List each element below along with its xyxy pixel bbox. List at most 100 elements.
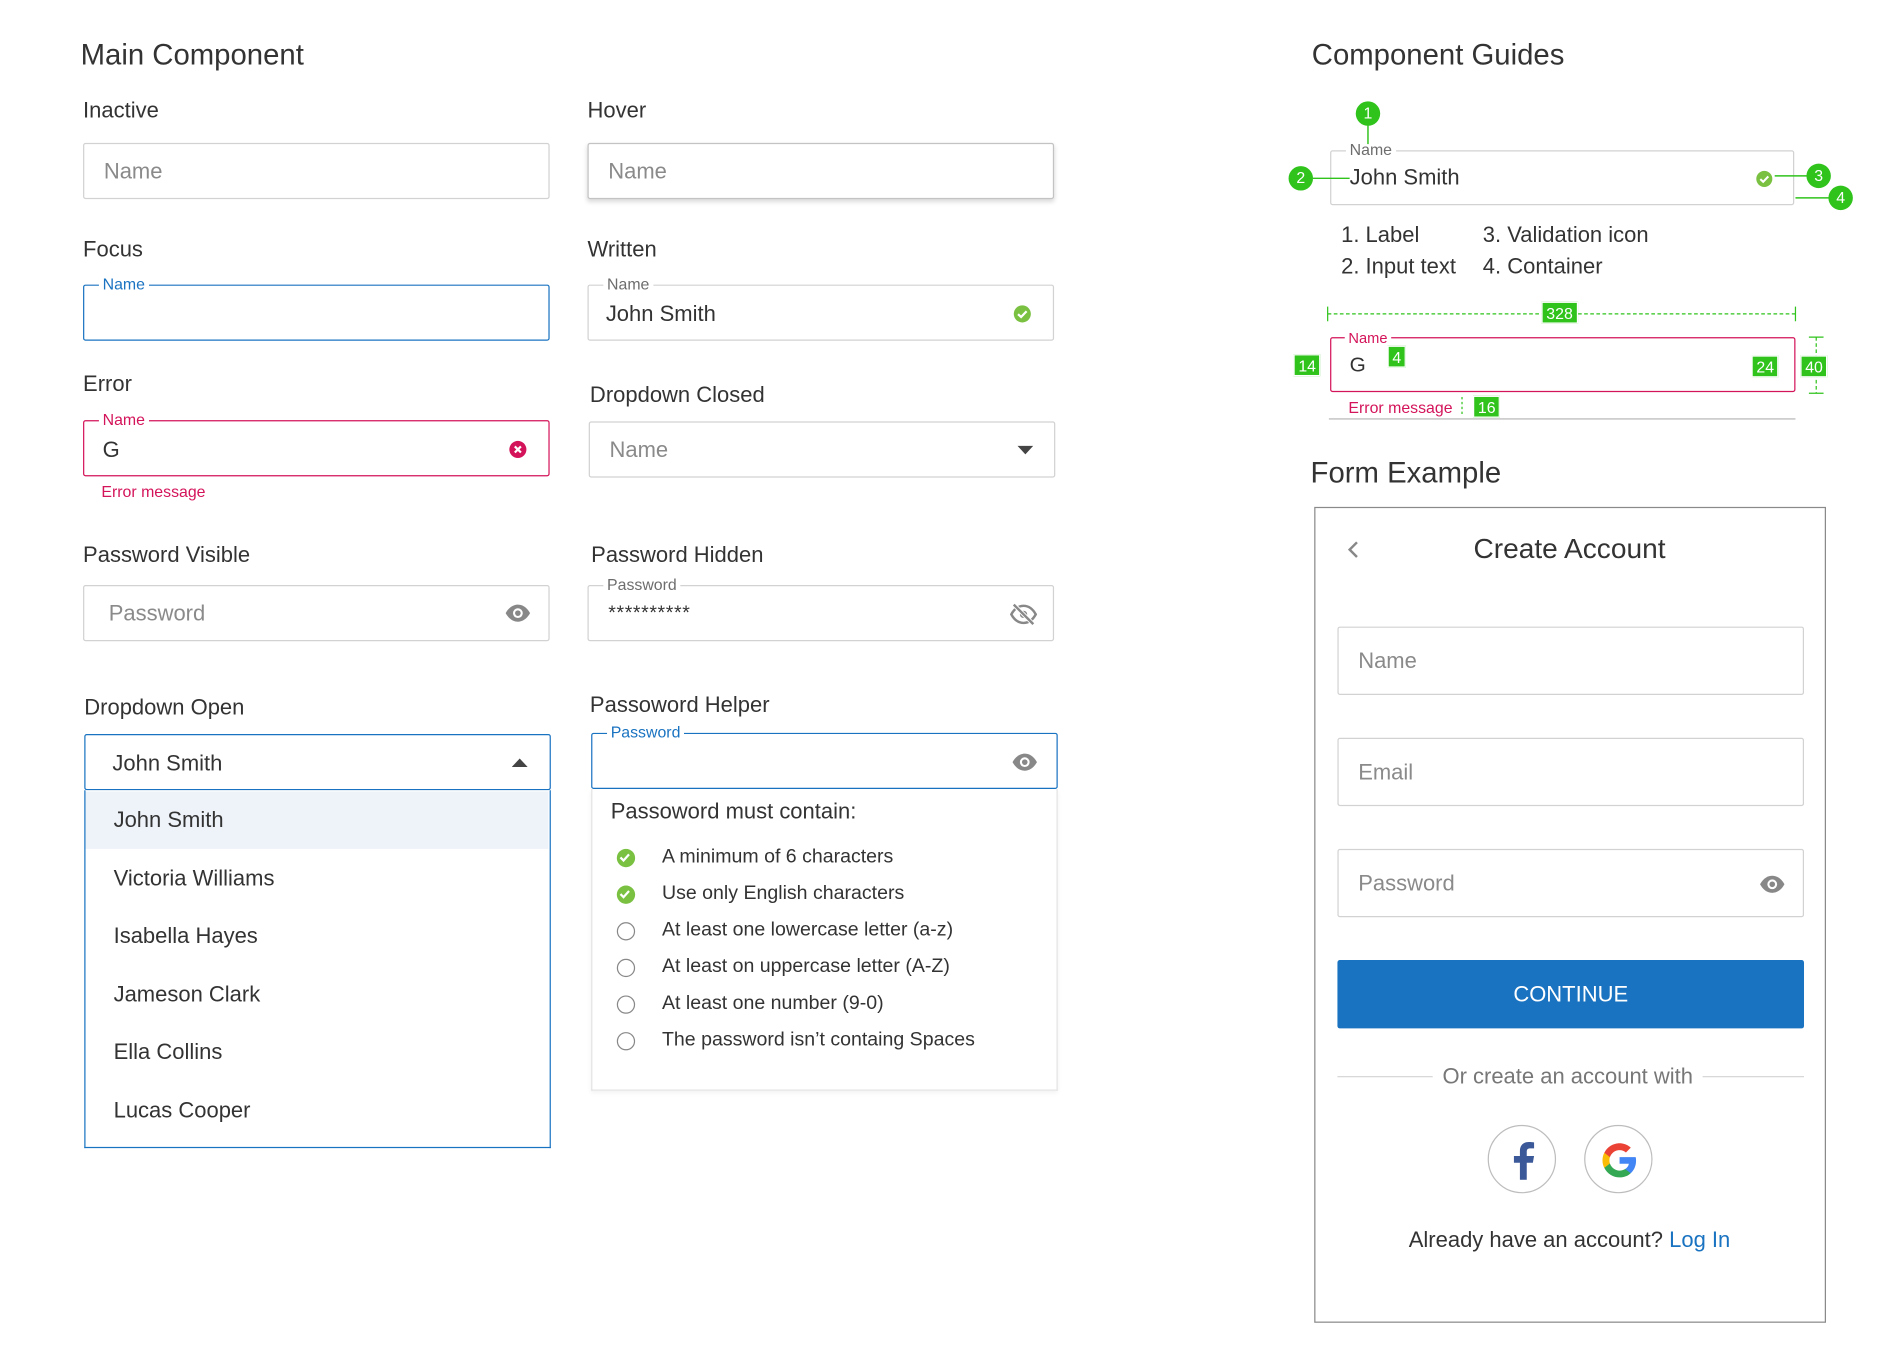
legend-item: 1. Label bbox=[1341, 222, 1420, 247]
eye-icon[interactable] bbox=[1011, 752, 1038, 772]
error-label: Error bbox=[83, 371, 132, 396]
back-chevron-icon[interactable] bbox=[1347, 540, 1359, 560]
placeholder: Name bbox=[608, 158, 667, 184]
floating-label: Name bbox=[98, 274, 149, 295]
requirements-title: Passoword must contain: bbox=[610, 798, 857, 824]
form-header: Create Account bbox=[1473, 532, 1666, 565]
legend-item: 3. Validation icon bbox=[1482, 222, 1649, 247]
placeholder: Name bbox=[103, 158, 163, 184]
floating-label: Name bbox=[603, 274, 654, 295]
marker-container: 4 bbox=[1828, 185, 1853, 211]
eye-off-icon[interactable] bbox=[1009, 602, 1038, 626]
password-helper-field[interactable]: Password bbox=[591, 723, 1058, 790]
empty-circle-icon bbox=[616, 958, 636, 978]
caret-down-icon[interactable] bbox=[1017, 445, 1034, 456]
empty-circle-icon bbox=[616, 922, 636, 941]
password-input[interactable]: Password bbox=[1337, 848, 1805, 918]
input-value: G bbox=[102, 437, 120, 462]
dropdown-option[interactable]: Ella Collins bbox=[113, 1039, 223, 1064]
floating-label: Name bbox=[98, 410, 149, 430]
password-hidden-field[interactable]: Password ********** bbox=[587, 575, 1055, 642]
dropdown-option[interactable]: Isabella Hayes bbox=[113, 923, 258, 948]
check-circle-icon bbox=[1756, 170, 1773, 187]
anatomy-leader-lines bbox=[1313, 124, 1830, 199]
spec-icon-size-badge: 24 bbox=[1751, 355, 1779, 378]
spec-padding-badge: 14 bbox=[1293, 354, 1321, 377]
email-input[interactable]: Email bbox=[1337, 737, 1805, 807]
dropdown-option[interactable]: Lucas Cooper bbox=[113, 1098, 251, 1123]
dropdown-open-label: Dropdown Open bbox=[84, 694, 245, 720]
dropdown-option[interactable]: Victoria Williams bbox=[113, 865, 275, 891]
dropdown-menu: John Smith Victoria Williams Isabella Ha… bbox=[84, 790, 551, 1149]
marker-input-text: 2 bbox=[1288, 166, 1314, 191]
password-hidden-label: Password Hidden bbox=[591, 542, 764, 567]
spec-label-gap-badge: 4 bbox=[1387, 345, 1407, 368]
component-guides-title: Component Guides bbox=[1311, 39, 1565, 73]
error-message: Error message bbox=[101, 482, 206, 501]
placeholder: Name bbox=[1358, 648, 1417, 673]
error-name-field[interactable]: Name G bbox=[83, 410, 550, 477]
password-visible-field[interactable]: Password bbox=[83, 585, 550, 642]
dropdown-open-field[interactable]: John Smith bbox=[84, 734, 551, 791]
focus-name-field[interactable]: Name bbox=[83, 274, 550, 341]
login-prompt: Already have an account? bbox=[1408, 1227, 1663, 1252]
marker-label: 1 bbox=[1355, 101, 1381, 126]
password-helper-label: Passoword Helper bbox=[589, 692, 770, 717]
spec-width-badge: 328 bbox=[1541, 301, 1578, 324]
written-name-field[interactable]: Name John Smith bbox=[587, 274, 1055, 341]
anatomy-example-field: Name John Smith bbox=[1330, 140, 1795, 206]
spec-error-message: Error message bbox=[1348, 398, 1453, 417]
eye-icon[interactable] bbox=[504, 603, 531, 623]
floating-label: Password bbox=[607, 723, 685, 743]
password-requirements-panel: Passoword must contain: A minimum of 6 c… bbox=[591, 789, 1058, 1091]
google-icon bbox=[1602, 1143, 1637, 1178]
error-circle-icon[interactable] bbox=[508, 440, 528, 460]
facebook-icon bbox=[1513, 1142, 1535, 1180]
focus-label: Focus bbox=[83, 236, 143, 262]
input-value: John Smith bbox=[605, 301, 716, 327]
inactive-label: Inactive bbox=[83, 97, 159, 123]
continue-button[interactable]: CONTINUE bbox=[1337, 960, 1805, 1029]
password-visible-label: Password Visible bbox=[83, 542, 251, 567]
inactive-name-field[interactable]: Name bbox=[83, 142, 550, 200]
check-marks-overlay bbox=[619, 853, 630, 899]
divider-text: Or create an account with bbox=[1432, 1063, 1703, 1090]
password-value: ********** bbox=[608, 603, 691, 625]
dropdown-closed-field[interactable]: Name bbox=[588, 421, 1056, 478]
dropdown-closed-label: Dropdown Closed bbox=[589, 382, 765, 407]
hover-label: Hover bbox=[587, 97, 647, 123]
main-component-title: Main Component bbox=[80, 39, 304, 73]
placeholder: Name bbox=[609, 437, 669, 462]
spec-error-field: Name G bbox=[1330, 328, 1796, 393]
name-input[interactable]: Name bbox=[1337, 626, 1805, 695]
written-label: Written bbox=[587, 236, 657, 262]
dropdown-option[interactable]: Jameson Clark bbox=[113, 982, 261, 1007]
hover-name-field[interactable]: Name bbox=[587, 142, 1055, 200]
empty-circle-icon bbox=[616, 1032, 636, 1051]
placeholder: Password bbox=[1358, 870, 1455, 896]
placeholder: Email bbox=[1358, 759, 1414, 785]
spec-error-gap-badge: 16 bbox=[1473, 395, 1501, 418]
selected-value: John Smith bbox=[112, 751, 223, 776]
input-value: G bbox=[1349, 352, 1366, 377]
floating-label: Name bbox=[1345, 140, 1396, 161]
floating-label: Name bbox=[1344, 328, 1392, 349]
legend-item: 2. Input text bbox=[1341, 254, 1456, 279]
google-button[interactable] bbox=[1584, 1124, 1653, 1194]
eye-icon[interactable] bbox=[1759, 875, 1786, 895]
floating-label: Password bbox=[603, 575, 681, 595]
login-prompt-row: Already have an account? Log In bbox=[1315, 1228, 1823, 1254]
input-value: John Smith bbox=[1349, 164, 1460, 190]
marker-validation-icon: 3 bbox=[1806, 163, 1831, 189]
empty-circle-icon bbox=[616, 995, 636, 1014]
placeholder: Password bbox=[108, 600, 206, 626]
create-account-form: Create Account Name Email Password CONTI… bbox=[1314, 506, 1826, 1323]
caret-up-icon[interactable] bbox=[511, 758, 528, 768]
login-link[interactable]: Log In bbox=[1669, 1227, 1731, 1252]
form-example-title: Form Example bbox=[1310, 456, 1502, 490]
spec-height-badge: 40 bbox=[1800, 355, 1828, 378]
facebook-button[interactable] bbox=[1487, 1124, 1557, 1194]
check-circle-icon bbox=[1013, 305, 1031, 323]
dropdown-option[interactable]: John Smith bbox=[85, 791, 549, 849]
legend-item: 4. Container bbox=[1482, 254, 1603, 279]
